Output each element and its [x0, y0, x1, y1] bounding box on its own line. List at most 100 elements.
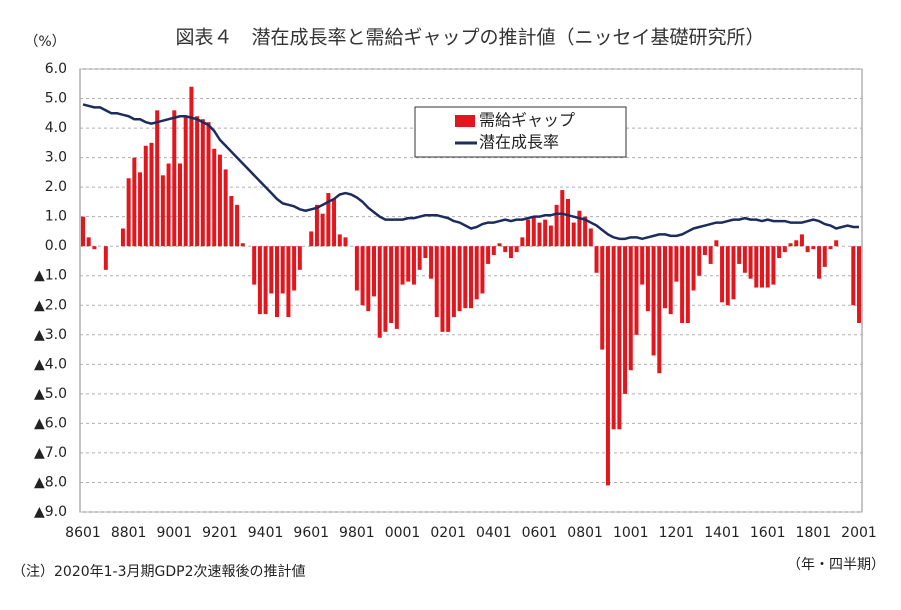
- bar: [531, 216, 536, 247]
- y-tick-label: 2.0: [45, 179, 67, 195]
- bar: [120, 228, 125, 247]
- y-tick-label: 4.0: [45, 120, 67, 136]
- x-tick-label: 1201: [659, 525, 695, 541]
- bar: [794, 240, 799, 247]
- bar: [195, 116, 200, 247]
- bar: [354, 246, 359, 291]
- bar: [702, 246, 707, 256]
- x-tick-label: 1801: [796, 525, 832, 541]
- bar: [257, 246, 262, 315]
- x-tick-label: 0601: [522, 525, 558, 541]
- legend-box: [414, 106, 627, 158]
- bar: [645, 246, 650, 312]
- bar: [406, 246, 411, 282]
- note: （注）2020年1-3月期GDP2次速報後の推計値: [12, 564, 305, 580]
- y-tick-label: ▲5.0: [34, 386, 67, 402]
- bar: [223, 169, 228, 247]
- bar: [799, 234, 804, 247]
- bar: [828, 246, 833, 250]
- y-tick-label: ▲3.0: [34, 327, 67, 343]
- bar: [411, 246, 416, 285]
- bar: [548, 225, 553, 247]
- x-tick-label: 9801: [339, 525, 375, 541]
- x-tick-label: 8601: [65, 525, 101, 541]
- bar: [765, 246, 770, 288]
- y-tick-label: ▲6.0: [34, 415, 67, 431]
- bar: [514, 246, 519, 253]
- bar: [782, 246, 787, 253]
- bar: [634, 246, 639, 335]
- y-tick-label: ▲4.0: [34, 356, 67, 372]
- bar: [520, 237, 525, 247]
- legend-label: 潜在成長率: [479, 133, 559, 152]
- bar: [588, 228, 593, 247]
- bar: [183, 116, 188, 247]
- y-tick-label: ▲8.0: [34, 474, 67, 490]
- bar: [486, 246, 491, 264]
- x-tick-label: 2001: [841, 525, 877, 541]
- bar: [708, 246, 713, 264]
- bar: [577, 210, 582, 247]
- bar: [103, 246, 108, 270]
- bar: [611, 246, 616, 430]
- bar: [777, 246, 782, 259]
- bar: [337, 234, 342, 247]
- bar: [155, 110, 160, 247]
- x-tick-label: 0201: [430, 525, 466, 541]
- bar: [537, 222, 542, 247]
- x-tick-label: 0401: [476, 525, 512, 541]
- y-tick-label: ▲9.0: [34, 504, 67, 520]
- bar: [640, 246, 645, 285]
- bar: [252, 246, 257, 285]
- x-tick-label: 9001: [156, 525, 192, 541]
- x-tick-label: 9401: [248, 525, 284, 541]
- bar: [149, 142, 154, 247]
- x-tick-label: 0001: [385, 525, 421, 541]
- bar: [600, 246, 605, 350]
- bar: [628, 246, 633, 371]
- bar: [651, 246, 656, 356]
- bar: [240, 243, 245, 247]
- bar: [680, 246, 685, 323]
- bar: [685, 246, 690, 323]
- bar: [754, 246, 759, 288]
- bar: [497, 243, 502, 247]
- bar: [451, 246, 456, 318]
- y-tick-label: 0.0: [45, 238, 67, 254]
- bar: [543, 219, 548, 247]
- bar: [383, 246, 388, 332]
- x-tick-label: 8801: [111, 525, 147, 541]
- y-tick-label: ▲7.0: [34, 445, 67, 461]
- y-tick-label: 3.0: [45, 150, 67, 166]
- x-tick-label: 9201: [202, 525, 238, 541]
- bar: [714, 240, 719, 247]
- chart-title: 図表４ 潜在成長率と需給ギャップの推計値（ニッセイ基礎研究所）: [175, 27, 764, 49]
- bar: [292, 246, 297, 291]
- bar: [668, 246, 673, 315]
- line: [82, 103, 859, 241]
- bar: [280, 246, 285, 294]
- bar: [189, 86, 194, 247]
- bar: [400, 246, 405, 285]
- bar: [560, 190, 565, 247]
- bar: [469, 246, 473, 309]
- bar: [771, 246, 776, 285]
- bar: [377, 246, 382, 338]
- bar: [851, 246, 856, 306]
- bar: [554, 204, 559, 247]
- bar: [463, 246, 468, 309]
- bar: [143, 145, 148, 247]
- bar: [417, 246, 422, 270]
- bar: [617, 246, 622, 430]
- bar: [737, 246, 742, 264]
- bar: [286, 246, 291, 318]
- x-tick-label: 1601: [750, 525, 786, 541]
- x-tick-label: 1401: [704, 525, 740, 541]
- bar: [297, 246, 302, 270]
- x-tick-label: 1001: [613, 525, 649, 541]
- bar: [760, 246, 764, 288]
- bar: [805, 246, 810, 253]
- y-axis-label: （%）: [24, 34, 65, 50]
- y-tick-label: 5.0: [45, 91, 67, 107]
